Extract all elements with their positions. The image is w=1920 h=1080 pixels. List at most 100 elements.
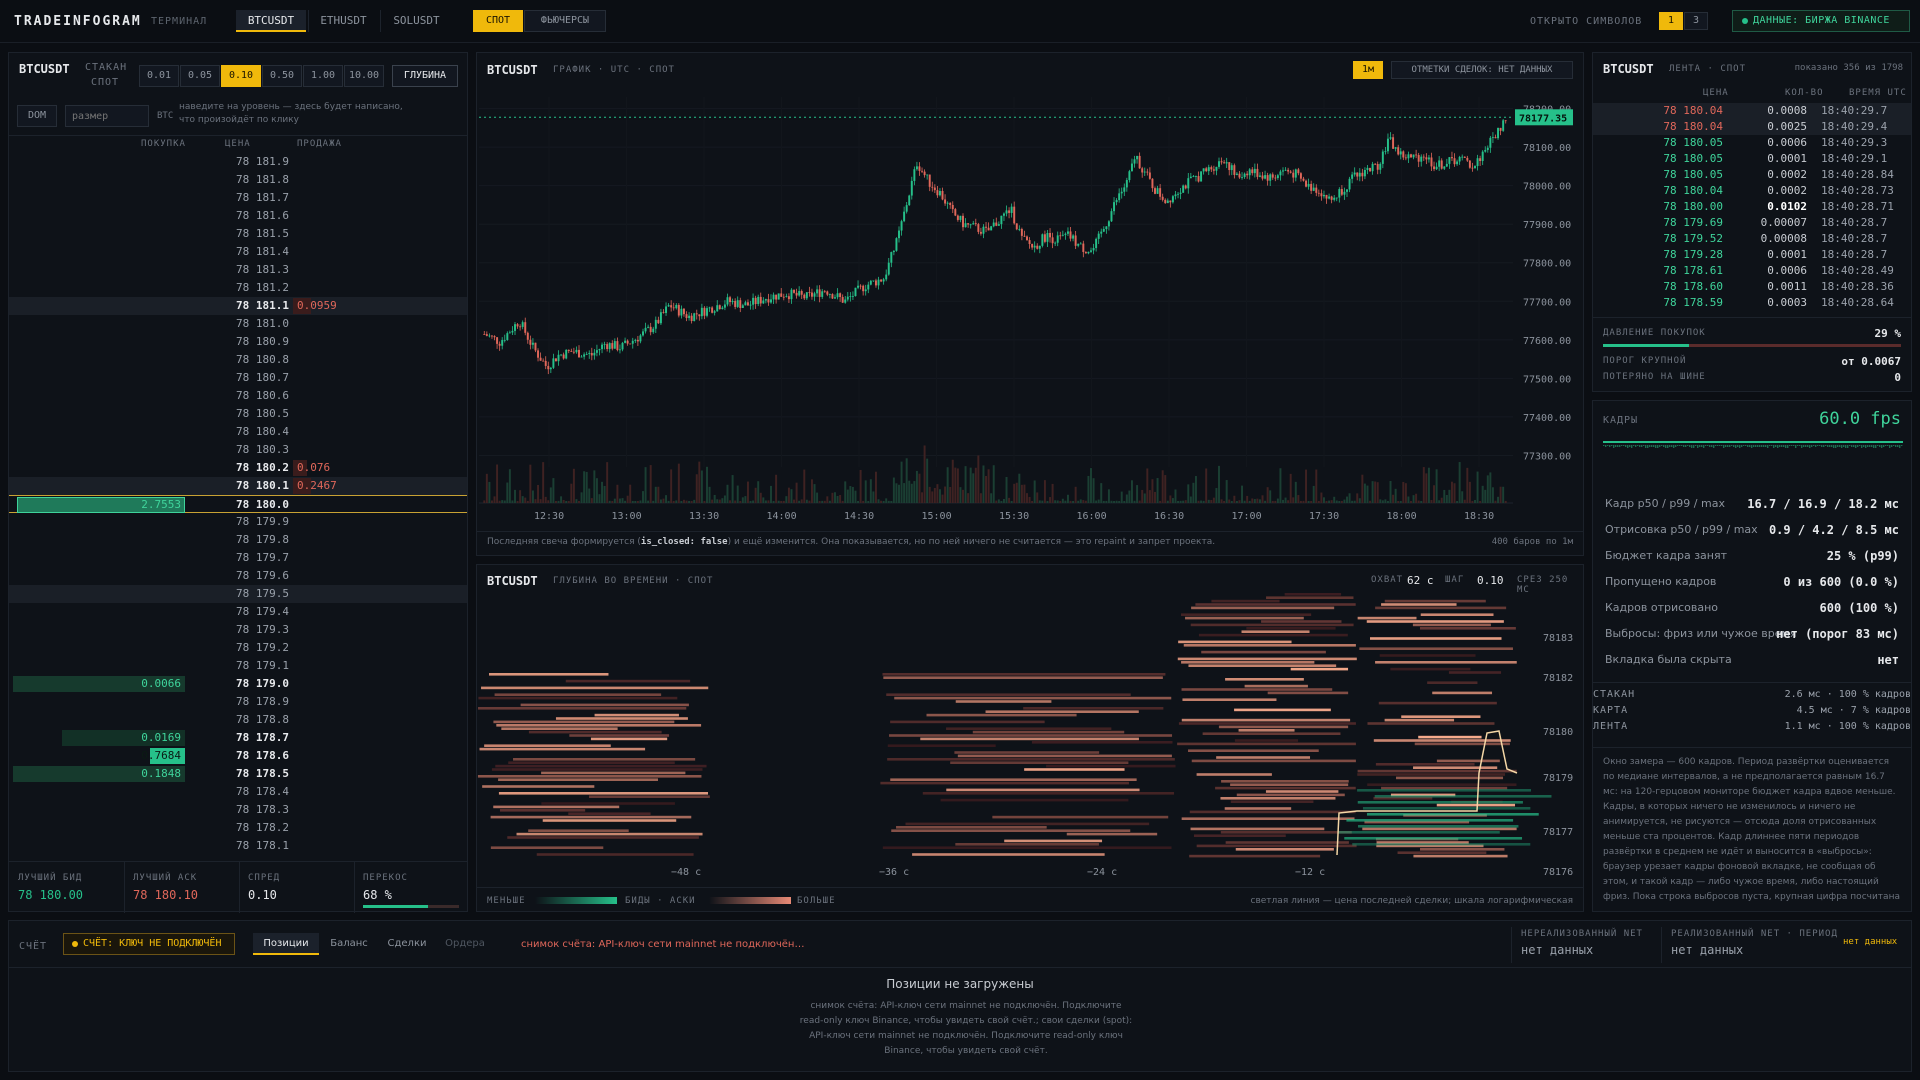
orderbook-row[interactable]: 78 181.0 — [9, 315, 467, 333]
tape-row[interactable]: 78 180.05 0.0002 18:40:28.84 — [1593, 167, 1911, 183]
depth-symbol: BTCUSDT — [487, 574, 538, 588]
candle-body — [985, 226, 988, 228]
frame-bar — [1721, 445, 1723, 446]
orderbook-row[interactable]: 78 179.8 — [9, 531, 467, 549]
market-spot-button[interactable]: СПОТ — [473, 10, 523, 32]
orderbook-row[interactable]: 0.1848 78 178.5 — [9, 765, 467, 783]
orderbook-row[interactable]: 78 178.2 — [9, 819, 467, 837]
orderbook-row[interactable]: 78 180.1 0.2467 — [9, 477, 467, 495]
orderbook-row[interactable]: 78 178.1 — [9, 837, 467, 855]
tape-row[interactable]: 78 178.61 0.0006 18:40:28.49 — [1593, 263, 1911, 279]
volume-bar — [716, 499, 719, 503]
price-step-10.00[interactable]: 10.00 — [344, 65, 384, 87]
orderbook-row[interactable]: 78 179.6 — [9, 567, 467, 585]
orderbook-row[interactable]: 78 181.7 — [9, 189, 467, 207]
tape-row[interactable]: 78 179.69 0.00007 18:40:28.7 — [1593, 215, 1911, 231]
open-symbols-3[interactable]: 3 — [1684, 12, 1708, 30]
candle-body — [990, 226, 993, 231]
orderbook-row[interactable]: 78 181.9 — [9, 153, 467, 171]
volume-bar — [1358, 498, 1361, 503]
price-step-0.01[interactable]: 0.01 — [139, 65, 179, 87]
orderbook-row[interactable]: 78 179.9 — [9, 513, 467, 531]
volume-bar — [608, 500, 611, 503]
volume-bar — [1248, 500, 1251, 503]
volume-bar — [1502, 486, 1505, 503]
tape-row[interactable]: 78 178.60 0.0011 18:40:28.36 — [1593, 279, 1911, 295]
orderbook-row[interactable]: 78 180.7 — [9, 369, 467, 387]
price-chart[interactable]: 78200.0078100.0078000.0077900.0077800.00… — [477, 87, 1583, 527]
orderbook-row[interactable]: 2.7553 78 180.0 — [9, 495, 467, 513]
size-input[interactable] — [65, 105, 149, 127]
orderbook-row[interactable]: 78 180.3 — [9, 441, 467, 459]
tape-rows[interactable]: 78 180.04 0.0008 18:40:29.7 78 180.04 0.0025… — [1593, 103, 1911, 315]
frame-stat-label: Вкладка была скрыта — [1605, 653, 1732, 666]
volume-bar — [490, 500, 493, 503]
depth-x-label: −36 с — [879, 867, 909, 878]
orderbook-row[interactable]: 78 179.5 — [9, 585, 467, 603]
orderbook-row[interactable]: 78 179.2 — [9, 639, 467, 657]
depth-level — [1191, 606, 1335, 610]
orderbook-row[interactable]: 78 180.9 — [9, 333, 467, 351]
candle-body — [557, 354, 560, 362]
orderbook-row[interactable]: 0.0066 78 179.0 — [9, 675, 467, 693]
symbol-tab-ethusdt[interactable]: ETHUSDT — [308, 10, 378, 32]
orderbook-row[interactable]: 78 181.8 — [9, 171, 467, 189]
tab-positions[interactable]: Позиции — [253, 933, 319, 955]
price-step-1.00[interactable]: 1.00 — [303, 65, 343, 87]
tape-row[interactable]: 78 180.04 0.0002 18:40:28.73 — [1593, 183, 1911, 199]
volume-bar — [872, 491, 875, 503]
depth-level — [1284, 593, 1342, 596]
orderbook-row[interactable]: 78 181.6 — [9, 207, 467, 225]
tab-trades[interactable]: Сделки — [387, 938, 427, 949]
market-futures-button[interactable]: ФЬЮЧЕРСЫ — [524, 10, 606, 32]
tape-row[interactable]: 78 180.05 0.0006 18:40:29.3 — [1593, 135, 1911, 151]
orderbook-row[interactable]: 78 180.4 — [9, 423, 467, 441]
tape-row[interactable]: 78 180.05 0.0001 18:40:29.1 — [1593, 151, 1911, 167]
orderbook-row[interactable]: 0.7684 78 178.6 — [9, 747, 467, 765]
orderbook-row[interactable]: 78 181.3 — [9, 261, 467, 279]
orderbook-row[interactable]: 78 180.6 — [9, 387, 467, 405]
depth-heatmap[interactable]: 78183 78182 78180 78179 78177 78176 −48 с −36 с… — [477, 593, 1583, 883]
tape-time: 18:40:28.84 — [1821, 168, 1894, 181]
orderbook-row[interactable]: 78 181.5 — [9, 225, 467, 243]
dom-button[interactable]: DOM — [17, 105, 57, 127]
orderbook-row[interactable]: 78 181.2 — [9, 279, 467, 297]
open-symbols-1[interactable]: 1 — [1659, 12, 1683, 30]
price-step-0.50[interactable]: 0.50 — [262, 65, 302, 87]
interval-button[interactable]: 1м — [1353, 61, 1383, 79]
tape-row[interactable]: 78 179.52 0.00008 18:40:28.7 — [1593, 231, 1911, 247]
orderbook-row[interactable]: 78 181.1 0.0959 — [9, 297, 467, 315]
orderbook-row[interactable]: 78 181.4 — [9, 243, 467, 261]
frame-bar — [1887, 445, 1889, 446]
tab-balance[interactable]: Баланс — [330, 938, 368, 949]
orderbook-row[interactable]: 78 178.4 — [9, 783, 467, 801]
orderbook-row[interactable]: 78 180.5 — [9, 405, 467, 423]
orderbook-row[interactable]: 78 178.9 — [9, 693, 467, 711]
orderbook-row[interactable]: 78 179.4 — [9, 603, 467, 621]
price-step-0.10[interactable]: 0.10 — [221, 65, 261, 87]
orderbook-row[interactable]: 0.0169 78 178.7 — [9, 729, 467, 747]
orderbook-row[interactable]: 78 180.2 0.076 — [9, 459, 467, 477]
tape-row[interactable]: 78 178.59 0.0003 18:40:28.64 — [1593, 295, 1911, 311]
orderbook-row[interactable]: 78 178.8 — [9, 711, 467, 729]
tab-orders[interactable]: Ордера — [445, 938, 485, 949]
volume-bar — [585, 471, 588, 503]
depth-level — [1225, 678, 1304, 681]
tape-row[interactable]: 78 179.28 0.0001 18:40:28.7 — [1593, 247, 1911, 263]
depth-button[interactable]: ГЛУБИНА — [392, 65, 458, 87]
orderbook-row[interactable]: 78 179.3 — [9, 621, 467, 639]
candle-body — [979, 231, 982, 234]
symbol-tab-btcusdt[interactable]: BTCUSDT — [236, 10, 306, 32]
tape-row[interactable]: 78 180.04 0.0025 18:40:29.4 — [1593, 119, 1911, 135]
orderbook-row[interactable]: 78 180.8 — [9, 351, 467, 369]
tape-row[interactable]: 78 180.04 0.0008 18:40:29.7 — [1593, 103, 1911, 119]
tape-row[interactable]: 78 180.00 0.0102 18:40:28.71 — [1593, 199, 1911, 215]
symbol-tab-solusdt[interactable]: SOLUSDT — [380, 10, 452, 32]
candle-body — [890, 252, 893, 263]
orderbook-row[interactable]: 78 178.3 — [9, 801, 467, 819]
price-step-0.05[interactable]: 0.05 — [180, 65, 220, 87]
trade-marks-button[interactable]: ОТМЕТКИ СДЕЛОК: НЕТ ДАННЫХ — [1391, 61, 1573, 79]
orderbook-row[interactable]: 78 179.7 — [9, 549, 467, 567]
candle-body — [1389, 137, 1392, 139]
orderbook-row[interactable]: 78 179.1 — [9, 657, 467, 675]
